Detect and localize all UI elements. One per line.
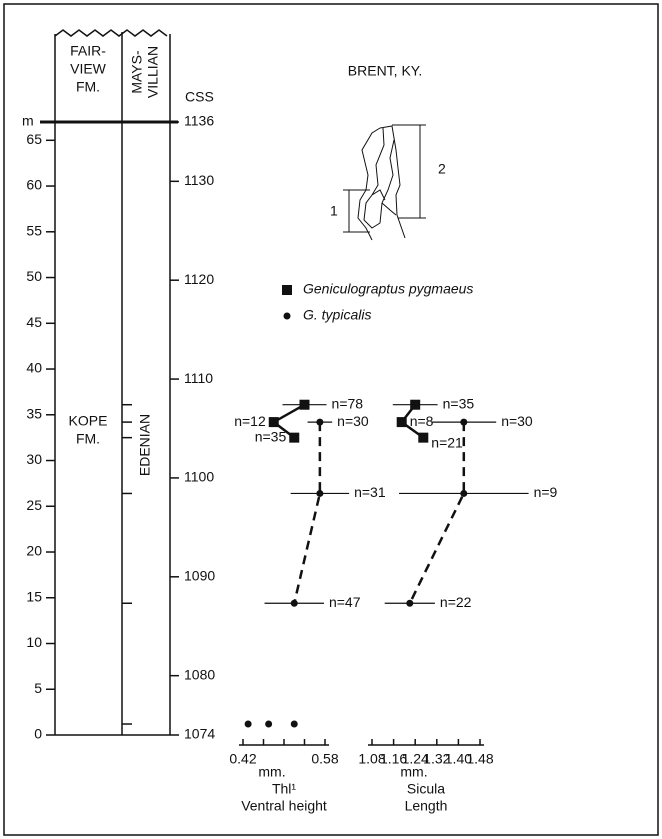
data-point [291,721,298,728]
data-point [245,721,252,728]
point-label: n=9 [534,484,558,500]
point-label: n=31 [354,484,386,500]
stage-header: VILLIAN [145,46,161,98]
diagram-label: 1 [330,203,338,219]
meter-tick-label: 0 [34,726,42,742]
x-axis-label: mm. [400,764,427,780]
meter-tick-label: 45 [26,314,42,330]
point-label: n=35 [255,428,287,444]
graptolite-diagram [343,125,426,240]
x-axis-label: Ventral height [241,798,327,814]
formation-header: VIEW [70,61,107,77]
css-tick-label: 1136 [184,113,214,129]
point-label: n=30 [337,413,369,429]
connector-line [294,422,320,603]
point-label: n=78 [332,395,364,411]
data-point [291,600,298,607]
meter-tick-label: 50 [26,268,42,284]
data-point [406,600,413,607]
data-point [316,490,323,497]
data-point [460,490,467,497]
data-point [300,400,310,410]
css-tick-label: 1100 [184,469,214,485]
css-tick-label: 1130 [184,172,214,188]
data-point [397,417,407,427]
point-label: n=12 [234,413,266,429]
meter-tick-label: 10 [26,634,42,650]
data-point [418,433,428,443]
css-tick-label: 1090 [184,568,215,584]
meter-tick-label: 30 [26,451,42,467]
data-point [269,417,279,427]
x-axis-label: mm. [258,764,285,780]
meter-tick-label: 35 [26,405,42,421]
legend-label: G. typicalis [303,307,371,323]
legend-label: Geniculograptus pygmaeus [303,281,473,297]
point-label: n=8 [410,413,434,429]
formation-header: FAIR- [70,43,106,59]
page: {"title": "BRENT, KY.", "columns": {"for… [0,0,662,839]
x-axis-label: Sicula [407,781,445,797]
title: BRENT, KY. [348,63,422,79]
formation-name: FM. [76,431,100,447]
data-point [316,419,323,426]
point-label: n=21 [431,434,463,450]
css-tick-label: 1074 [184,726,215,742]
point-label: n=30 [501,413,533,429]
x-tick-label: 1.48 [466,751,493,767]
meter-tick-label: 55 [26,222,42,238]
legend-marker [284,313,291,320]
meter-tick-label: 25 [26,497,42,513]
data-point [265,721,272,728]
legend-marker [282,285,292,295]
css-axis-label: CSS [185,89,214,105]
meter-tick-label: 20 [26,543,42,559]
x-tick-label: 0.42 [229,751,256,767]
meter-axis-label: m [22,113,34,129]
formation-name: KOPE [69,413,108,429]
data-point [460,419,467,426]
css-tick-label: 1120 [184,271,214,287]
formation-header: FM. [76,79,100,95]
meter-tick-label: 15 [26,588,42,604]
stage-header: MAYS- [129,50,145,94]
meter-tick-label: 65 [26,131,42,147]
stage-name: EDENIAN [137,414,153,476]
diagram-label: 2 [438,161,446,177]
x-axis-label: Thl¹ [272,781,296,797]
meter-tick-label: 60 [26,177,42,193]
data-point [289,433,299,443]
point-label: n=35 [443,395,475,411]
x-tick-label: 0.58 [311,751,338,767]
x-axis-label: Length [405,798,448,814]
column-top [55,30,167,36]
meter-tick-label: 5 [34,680,42,696]
css-tick-label: 1110 [184,370,213,386]
data-point [410,400,420,410]
point-label: n=47 [329,594,361,610]
figure: FAIR- VIEW FM. MAYS- VILLIAN KOPE FM. ED… [0,0,662,839]
css-tick-label: 1080 [184,666,215,682]
meter-tick-label: 40 [26,360,42,376]
point-label: n=22 [440,594,472,610]
